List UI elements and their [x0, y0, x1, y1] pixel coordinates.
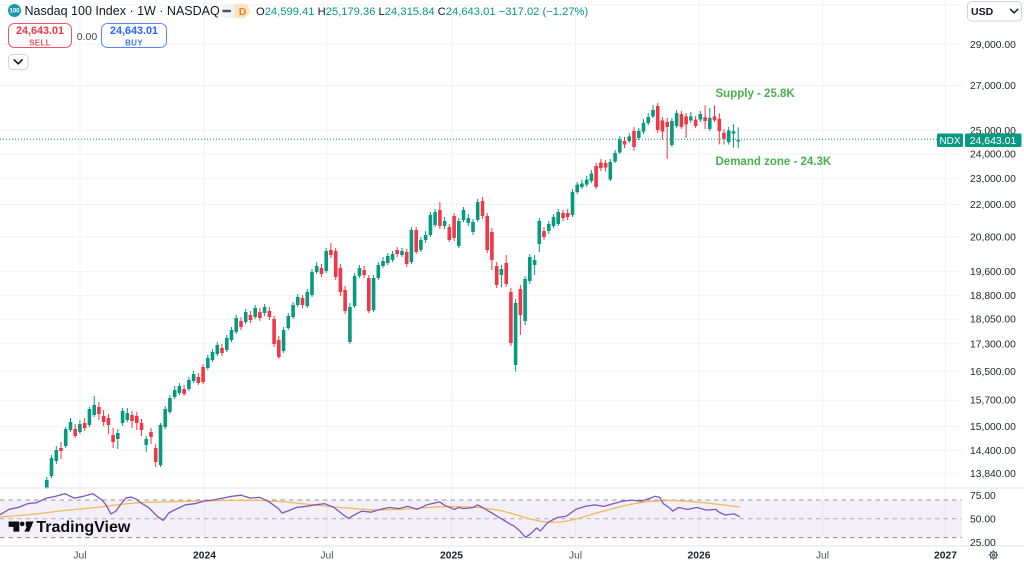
svg-text:TradingView: TradingView	[36, 519, 131, 536]
svg-text:75.00: 75.00	[970, 491, 996, 502]
svg-text:Jul: Jul	[569, 551, 582, 562]
svg-text:14,400.00: 14,400.00	[970, 446, 1016, 457]
svg-text:25.00: 25.00	[970, 538, 996, 549]
svg-text:25,000.00: 25,000.00	[970, 126, 1016, 137]
svg-text:16,500.00: 16,500.00	[970, 367, 1016, 378]
svg-text:23,000.00: 23,000.00	[970, 174, 1016, 185]
svg-text:19,600.00: 19,600.00	[970, 267, 1016, 278]
svg-text:Jul: Jul	[73, 551, 86, 562]
svg-text:Jul: Jul	[320, 551, 333, 562]
svg-text:O24,599.41 H25,179.36 L24,315.: O24,599.41 H25,179.36 L24,315.84 C24,643…	[256, 6, 588, 18]
svg-text:Supply - 25.8K: Supply - 25.8K	[716, 88, 796, 100]
svg-text:USD: USD	[971, 6, 994, 18]
svg-text:Jul: Jul	[816, 551, 829, 562]
svg-text:27,000.00: 27,000.00	[970, 81, 1016, 92]
svg-text:Demand zone - 24.3K: Demand zone - 24.3K	[716, 156, 832, 168]
svg-text:13,840.00: 13,840.00	[970, 469, 1016, 480]
svg-text:24,000.00: 24,000.00	[970, 150, 1016, 161]
svg-text:BUY: BUY	[125, 38, 143, 47]
svg-text:2025: 2025	[440, 551, 463, 562]
svg-text:22,000.00: 22,000.00	[970, 200, 1016, 211]
svg-text:15,700.00: 15,700.00	[970, 396, 1016, 407]
svg-text:0.00: 0.00	[77, 31, 98, 43]
svg-text:18,800.00: 18,800.00	[970, 291, 1016, 302]
svg-text:20,800.00: 20,800.00	[970, 232, 1016, 243]
svg-text:Nasdaq 100 Index · 1W · NASDAQ: Nasdaq 100 Index · 1W · NASDAQ	[25, 4, 220, 18]
svg-text:24,643.01: 24,643.01	[16, 25, 64, 37]
svg-text:SELL: SELL	[29, 38, 51, 47]
svg-text:18,050.00: 18,050.00	[970, 315, 1016, 326]
svg-text:29,000.00: 29,000.00	[970, 40, 1016, 51]
svg-text:NDX: NDX	[939, 136, 960, 147]
svg-text:D: D	[239, 6, 247, 18]
svg-text:24,643.01: 24,643.01	[970, 135, 1017, 147]
svg-text:100: 100	[9, 9, 20, 15]
svg-text:17,300.00: 17,300.00	[970, 339, 1016, 350]
svg-text:2024: 2024	[193, 551, 216, 562]
svg-text:24,643.01: 24,643.01	[110, 25, 158, 37]
svg-text:50.00: 50.00	[970, 514, 996, 525]
svg-text:2026: 2026	[688, 551, 711, 562]
svg-text:2027: 2027	[934, 551, 957, 562]
svg-text:15,000.00: 15,000.00	[970, 422, 1016, 433]
